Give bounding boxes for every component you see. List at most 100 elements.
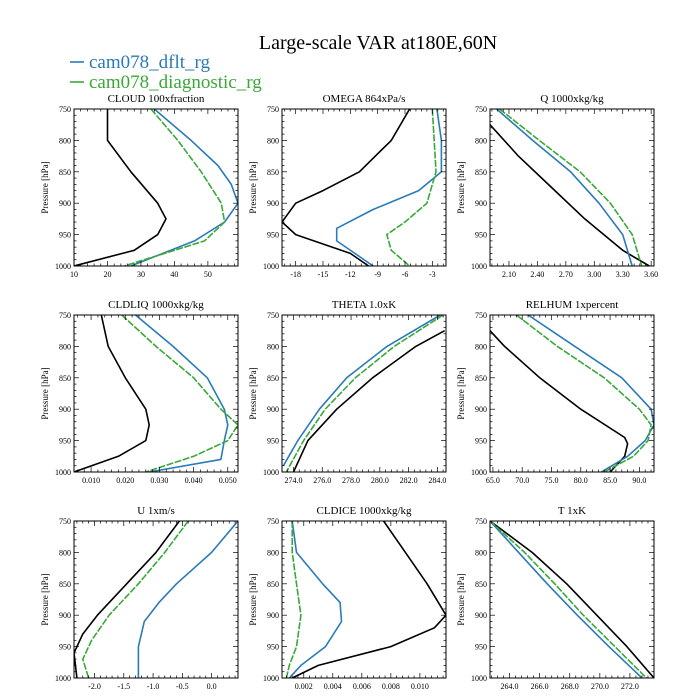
y-tick-label: 900 (59, 199, 71, 208)
series-line-cam078_dflt_rg (288, 521, 343, 678)
x-tick-label: -9 (374, 270, 381, 279)
series-line-cam078_diagnostic_rg (121, 315, 238, 472)
x-tick-label: 70.0 (515, 476, 529, 485)
panel-title: CLDLIQ 1000xkg/kg (108, 299, 204, 311)
y-axis-label: Pressure [hPa] (248, 161, 258, 213)
panel-title: RELHUM 1xpercent (526, 299, 619, 311)
series-line-cam078_dflt_rg (496, 109, 633, 266)
series-line-cam078_dflt_rg (490, 521, 643, 678)
series-group (285, 521, 446, 678)
y-tick-label: 850 (59, 374, 71, 383)
y-tick-label: 900 (267, 199, 279, 208)
x-tick-label: -1.5 (117, 682, 130, 691)
y-axis-label: Pressure [hPa] (456, 161, 466, 213)
y-tick-label: 1000 (471, 262, 487, 271)
y-axis-label: Pressure [hPa] (456, 573, 466, 625)
plot-frame (281, 520, 447, 679)
y-tick-label: 900 (475, 611, 487, 620)
y-tick-label: 800 (475, 342, 487, 351)
y-tick-label: 750 (475, 105, 487, 114)
series-line-cam078_diagnostic_rg (385, 109, 437, 266)
x-tick-label: 0.0 (207, 682, 217, 691)
y-tick-label: 750 (267, 105, 279, 114)
panel-title: CLDICE 1000xkg/kg (316, 505, 412, 517)
series-line-cam078_dflt_rg (137, 521, 238, 678)
panel-title: OMEGA 864xPa/s (323, 93, 406, 105)
x-tick-label: 30 (137, 270, 145, 279)
y-axis-label: Pressure [hPa] (40, 161, 50, 213)
series-line-cam078_diagnostic_rg (515, 315, 652, 472)
x-tick-label: 0.008 (382, 682, 400, 691)
y-tick-label: 750 (475, 517, 487, 526)
series-group (490, 109, 650, 266)
series-line-reference (74, 109, 167, 266)
x-tick-label: 266.0 (531, 682, 549, 691)
legend-label-dflt: cam078_dflt_rg (89, 52, 211, 73)
x-tick-label: 65.0 (486, 476, 500, 485)
y-tick-label: 900 (475, 405, 487, 414)
x-tick-label: 2.10 (502, 270, 516, 279)
series-group (74, 521, 238, 678)
y-tick-label: 1000 (263, 674, 279, 683)
y-axis-label: Pressure [hPa] (248, 573, 258, 625)
x-tick-label: 272.0 (621, 682, 639, 691)
y-tick-label: 850 (59, 168, 71, 177)
plot-frame (281, 108, 447, 267)
series-group (490, 521, 654, 678)
series-line-reference (74, 315, 150, 472)
plot-frame (489, 108, 655, 267)
panel-4: 750 800 850 900 950 1000 274.0 276.0 278.0 280.0 2… (248, 299, 447, 485)
panel-2: 750 800 850 900 950 1000 2.10 2.40 2.70 3.00 3.30 3… (456, 93, 658, 279)
y-tick-label: 750 (59, 517, 71, 526)
y-tick-label: 750 (475, 311, 487, 320)
x-tick-label: -1.0 (147, 682, 160, 691)
y-tick-label: 1000 (263, 468, 279, 477)
x-tick-label: 282.0 (400, 476, 418, 485)
x-tick-label: -6 (402, 270, 409, 279)
series-group (282, 315, 445, 472)
series-line-cam078_diagnostic_rg (123, 109, 226, 266)
series-line-reference (490, 521, 654, 678)
series-line-cam078_diagnostic_rg (499, 109, 643, 266)
series-line-cam078_dflt_rg (282, 315, 441, 467)
series-line-cam078_dflt_rg (130, 109, 238, 266)
y-tick-label: 1000 (471, 468, 487, 477)
series-line-cam078_diagnostic_rg (82, 521, 189, 678)
x-tick-label: 0.040 (185, 476, 203, 485)
series-group (74, 315, 238, 472)
x-tick-label: 0.004 (324, 682, 342, 691)
plot-frame (73, 520, 239, 679)
x-tick-label: 278.0 (342, 476, 360, 485)
x-tick-label: 280.0 (371, 476, 389, 485)
series-group (74, 109, 238, 266)
x-tick-label: 3.60 (644, 270, 658, 279)
x-tick-label: -18 (290, 270, 301, 279)
y-tick-label: 750 (59, 105, 71, 114)
panel-7: 750 800 850 900 950 1000 0.002 0.004 0.006 0.008 0… (248, 505, 447, 691)
y-tick-label: 850 (475, 168, 487, 177)
x-tick-label: 85.0 (603, 476, 617, 485)
y-tick-label: 800 (475, 548, 487, 557)
y-tick-label: 800 (267, 136, 279, 145)
legend: cam078_dflt_rg cam078_diagnostic_rg (70, 52, 262, 93)
y-tick-label: 850 (475, 374, 487, 383)
x-tick-label: 10 (70, 270, 78, 279)
series-group (282, 109, 443, 266)
series-line-cam078_dflt_rg (335, 109, 443, 266)
y-tick-label: 800 (267, 342, 279, 351)
x-tick-label: 90.0 (632, 476, 646, 485)
plot-frame (281, 314, 447, 473)
x-tick-label: 40 (170, 270, 178, 279)
x-tick-label: 0.020 (116, 476, 134, 485)
y-tick-label: 950 (475, 643, 487, 652)
x-tick-label: 75.0 (545, 476, 559, 485)
x-tick-label: -12 (345, 270, 356, 279)
y-axis-label: Pressure [hPa] (456, 367, 466, 419)
x-tick-label: 0.006 (353, 682, 371, 691)
series-line-reference (490, 330, 629, 472)
figure-title: Large-scale VAR at180E,60N (259, 32, 497, 54)
x-tick-label: 50 (204, 270, 212, 279)
x-tick-label: -3 (429, 270, 436, 279)
